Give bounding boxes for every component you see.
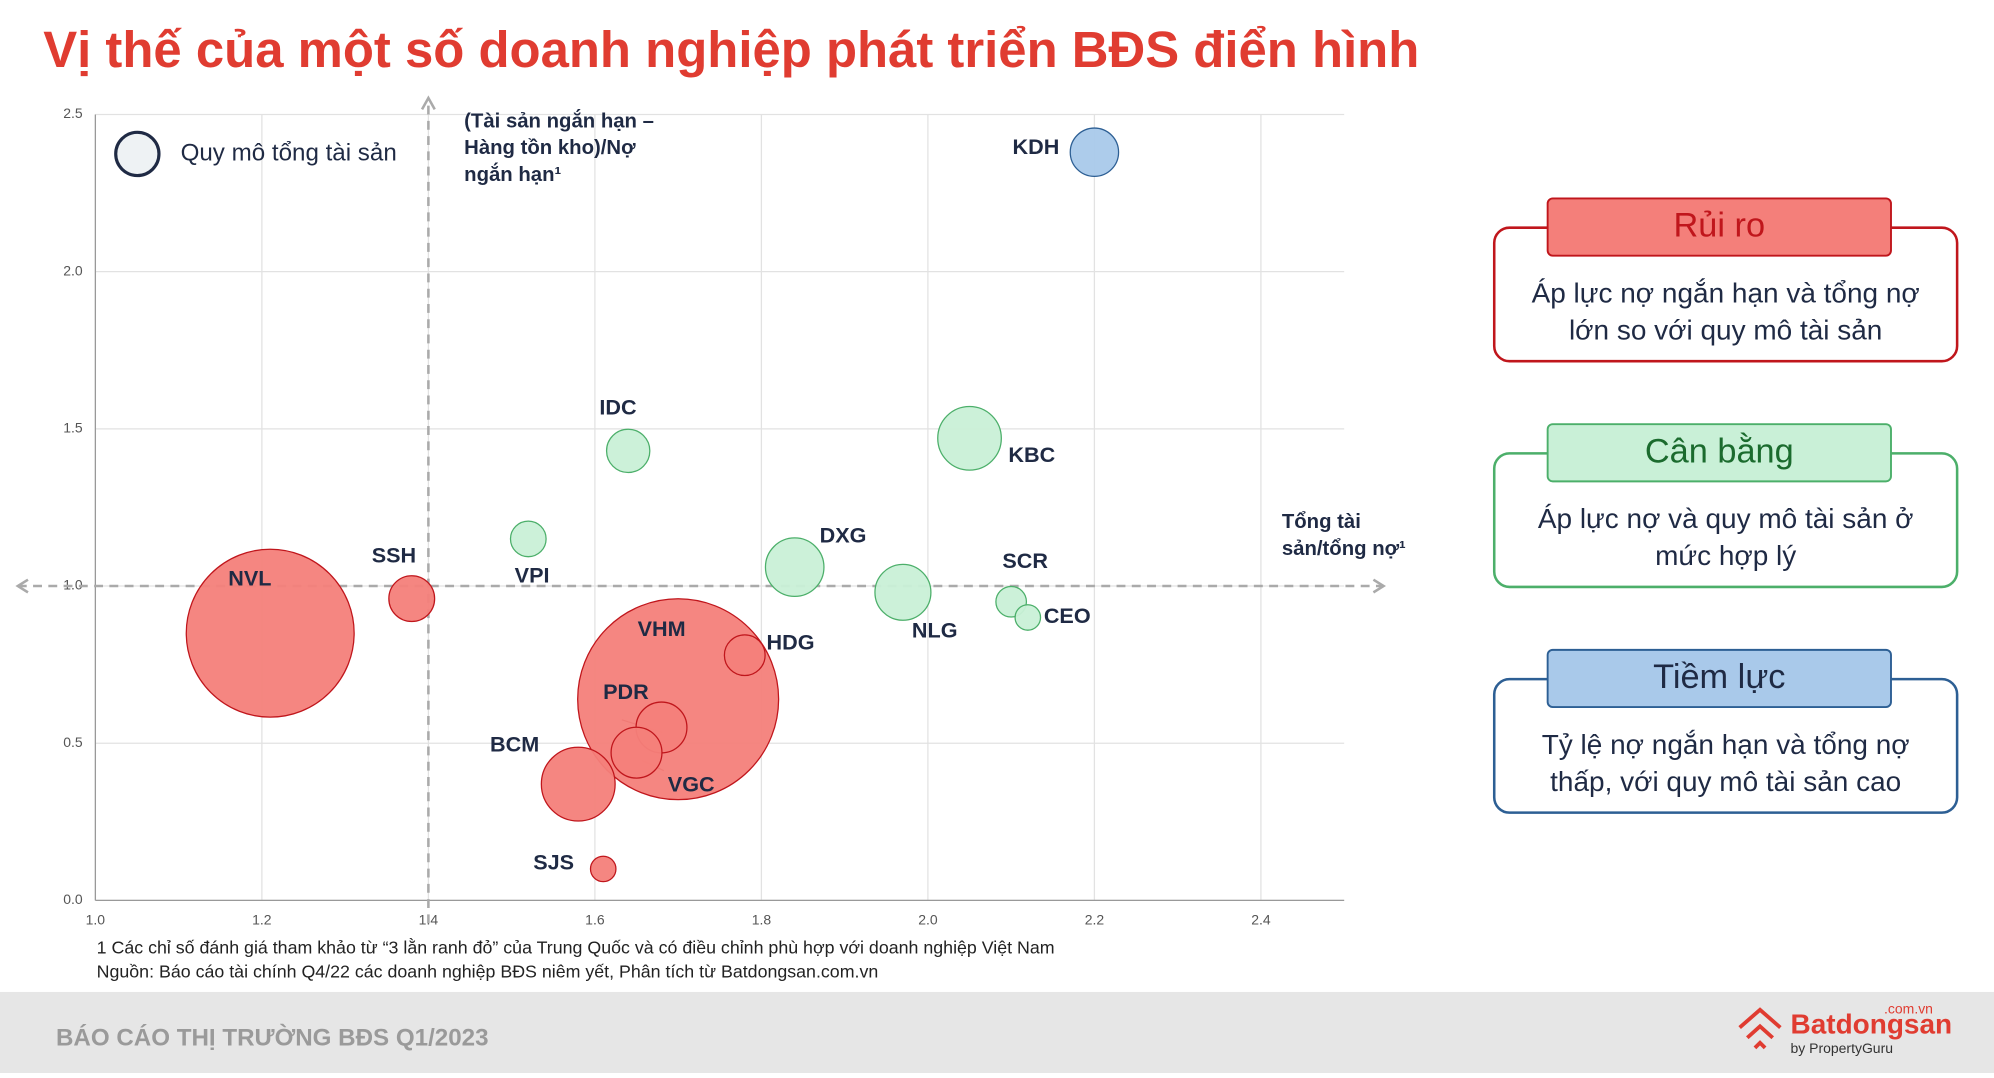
bubble-label: NVL xyxy=(228,565,271,590)
arrow xyxy=(420,95,436,111)
size-legend-label: Quy mô tổng tài sản xyxy=(181,139,397,166)
source: Nguồn: Báo cáo tài chính Q4/22 các doanh… xyxy=(97,962,879,982)
y-axis-label: (Tài sản ngắn hạn – xyxy=(464,108,654,132)
panel-title: Tiềm lực xyxy=(1653,658,1785,696)
arrow xyxy=(15,578,1386,594)
bubble xyxy=(509,520,547,558)
logo xyxy=(1738,1007,1782,1050)
bubble-label: VHM xyxy=(638,616,686,641)
bubble xyxy=(723,634,766,677)
panel-header xyxy=(1546,197,1892,257)
bubble xyxy=(610,726,663,779)
y-tick-label: 2.5 xyxy=(63,105,83,121)
x-tick-label: 1.0 xyxy=(86,911,106,927)
bubble-label: DXG xyxy=(820,522,867,547)
plot: 0.00.51.01.52.02.51.01.21.41.61.82.02.22… xyxy=(63,105,1345,927)
x-tick-label: 1.8 xyxy=(752,911,772,927)
bubble xyxy=(1014,604,1042,631)
size-legend-marker xyxy=(114,130,161,178)
bubble xyxy=(937,405,1002,471)
y-tick-label: 1.5 xyxy=(63,420,83,436)
bubble xyxy=(540,746,616,822)
bubble-label: IDC xyxy=(599,395,637,420)
bubble-label: KBC xyxy=(1008,442,1055,467)
footer-band xyxy=(0,991,1994,1074)
bubble-label: VGC xyxy=(668,771,715,796)
byline: by PropertyGuru xyxy=(1791,1040,1893,1056)
panel-description: thấp, với quy mô tài sản cao xyxy=(1550,766,1901,797)
bubble-label: VPI xyxy=(515,563,550,588)
y-tick-label: 0.0 xyxy=(63,891,83,907)
bubble xyxy=(388,575,436,623)
panel-description: Tỷ lệ nợ ngắn hạn và tổng nợ xyxy=(1542,729,1910,760)
bubble-label: CEO xyxy=(1044,603,1091,628)
bubble-label: SSH xyxy=(372,542,416,567)
x-tick-label: 2.2 xyxy=(1085,911,1105,927)
panel-title: Cân bằng xyxy=(1645,431,1794,470)
x-axis-label: Tổng tài xyxy=(1282,511,1361,533)
panel-description: mức hợp lý xyxy=(1655,540,1796,571)
bubble xyxy=(185,548,355,718)
x-axis-label: sản/tổng nợ¹ xyxy=(1282,538,1406,560)
report-label: BÁO CÁO THỊ TRƯỜNG BĐS Q1/2023 xyxy=(56,1023,489,1051)
panel-description: Áp lực nợ ngắn hạn và tổng nợ xyxy=(1532,277,1920,308)
panel-description: lớn so với quy mô tài sản xyxy=(1569,314,1882,345)
bubble-label: HDG xyxy=(767,629,815,654)
bubble xyxy=(605,428,651,474)
panel-title: Rủi ro xyxy=(1674,207,1766,245)
bubble-label: KDH xyxy=(1012,134,1059,159)
y-tick-label: 0.5 xyxy=(63,734,83,750)
bubble-label: SCR xyxy=(1002,548,1048,573)
y-axis-label: Hàng tồn kho)/Nợ xyxy=(464,137,636,159)
title: Vị thế của một số doanh nghiệp phát triể… xyxy=(43,21,1419,78)
x-tick-label: 1.2 xyxy=(252,911,272,927)
bubble xyxy=(1069,127,1120,178)
footnote: 1 Các chỉ số đánh giá tham khảo từ “3 lằ… xyxy=(97,936,1055,957)
panel-header xyxy=(1546,423,1892,483)
x-tick-label: 2.0 xyxy=(918,911,938,927)
x-tick-label: 2.4 xyxy=(1251,911,1271,927)
x-tick-label: 1.6 xyxy=(585,911,605,927)
bubble xyxy=(589,855,617,883)
panel-description: Áp lực nợ và quy mô tài sản ở xyxy=(1538,503,1914,534)
bubble-label: PDR xyxy=(603,679,649,704)
panel-header xyxy=(1546,648,1892,709)
bubble xyxy=(764,537,825,598)
brand-domain: .com.vn xyxy=(1884,1000,1933,1016)
y-axis-label: ngắn hạn¹ xyxy=(464,162,561,186)
bubble xyxy=(874,563,932,621)
bubble-label: SJS xyxy=(533,850,574,875)
y-tick-label: 2.0 xyxy=(63,262,83,278)
bubble-label: BCM xyxy=(490,732,539,757)
bubble-labels: NVL VHM SSH HDG BCM PDR VGC SJS VPI IDC DXG KBC NLG S… xyxy=(228,134,1090,874)
y-tick-label: 1.0 xyxy=(63,577,83,593)
brand: Batdongsan xyxy=(1791,1009,1953,1040)
bubble-label: NLG xyxy=(912,617,958,642)
logo-icon xyxy=(1738,1007,1782,1050)
